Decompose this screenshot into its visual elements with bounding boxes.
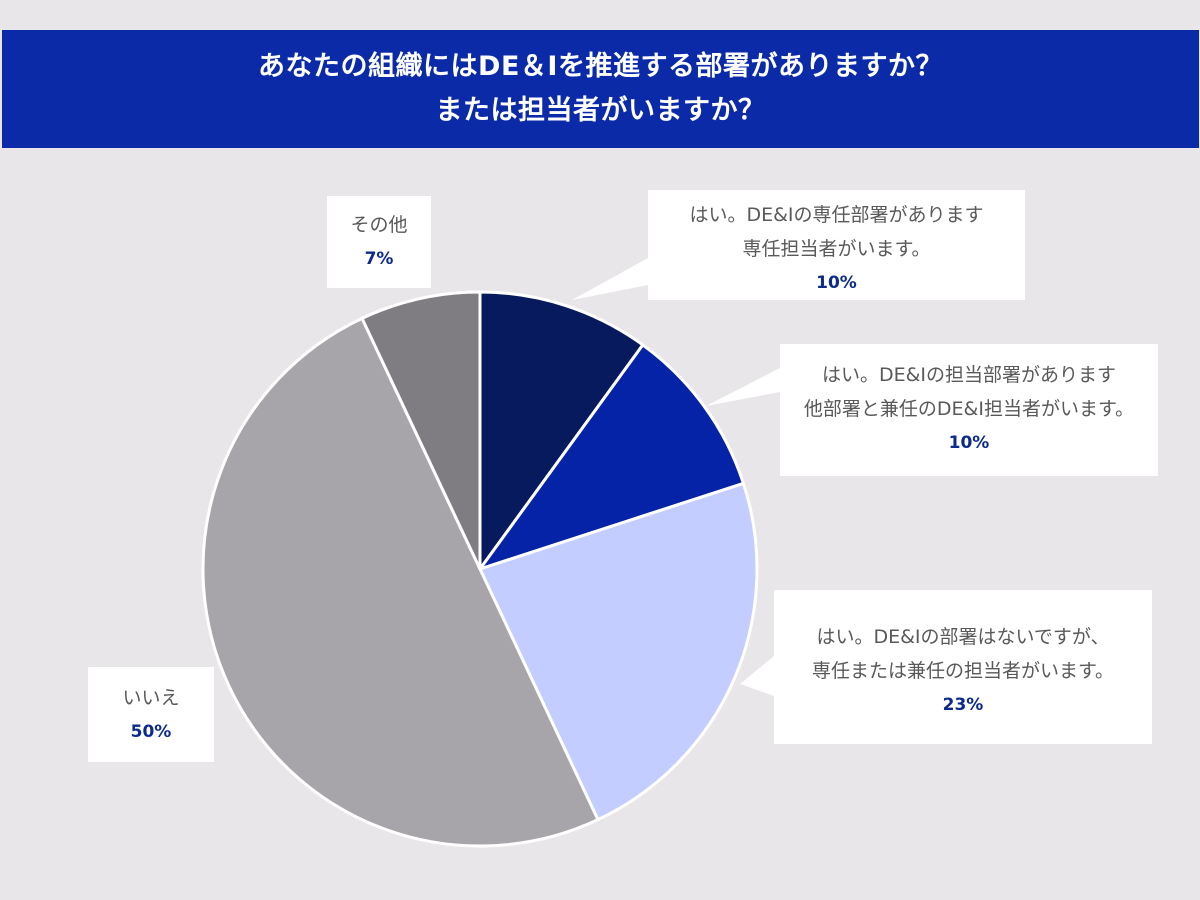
slice-value-label: 23%: [942, 695, 984, 715]
slice-label-no: いいえ 50%: [88, 667, 214, 762]
slice-value-label: 10%: [816, 273, 857, 293]
slice-label-line: その他: [350, 214, 408, 236]
pie-slice-no: [201, 316, 600, 848]
pie-slice-dedicated-department: [478, 290, 645, 571]
slice-label-line: いいえ: [122, 687, 180, 709]
pie-slice-staff-only: [478, 481, 759, 822]
slice-label-line: はい。DE&Iの担当部署があります: [821, 364, 1117, 386]
callout-pointer-staff-only: [740, 656, 774, 696]
slice-label-other: その他 7%: [327, 196, 431, 288]
title-banner: あなたの組織にはDE＆Iを推進する部署がありますか？ または担当者がいますか？: [2, 30, 1199, 148]
chart-title-line2: または担当者がいますか？: [435, 95, 766, 126]
slice-label-line: はい。DE&Iの部署はないですが、: [816, 626, 1110, 648]
slice-value-label: 7%: [364, 249, 394, 269]
slice-value-label: 10%: [948, 433, 990, 453]
slice-label-line: はい。DE&Iの専任部署があります: [689, 204, 984, 226]
slice-label-concurrent-department: はい。DE&Iの担当部署があります 他部署と兼任のDE&I担当者がいます。 10…: [780, 344, 1158, 476]
pie-slice-other: [360, 290, 482, 571]
callout-pointer-concurrent-department: [706, 368, 780, 406]
slice-label-dedicated-department: はい。DE&Iの専任部署があります 専任担当者がいます。 10%: [648, 190, 1025, 300]
slice-label-line: 専任または兼任の担当者がいます。: [811, 660, 1115, 682]
chart-title-line1: あなたの組織にはDE＆Iを推進する部署がありますか？: [258, 51, 943, 82]
slice-label-staff-only: はい。DE&Iの部署はないですが、 専任または兼任の担当者がいます。 23%: [774, 590, 1152, 744]
slice-label-line: 他部署と兼任のDE&I担当者がいます。: [803, 398, 1135, 420]
pie-slice-concurrent-department: [478, 343, 745, 571]
callout-pointer-dedicated-department: [572, 258, 648, 300]
slice-value-label: 50%: [130, 722, 172, 742]
slice-label-line: 専任担当者がいます。: [742, 238, 931, 260]
